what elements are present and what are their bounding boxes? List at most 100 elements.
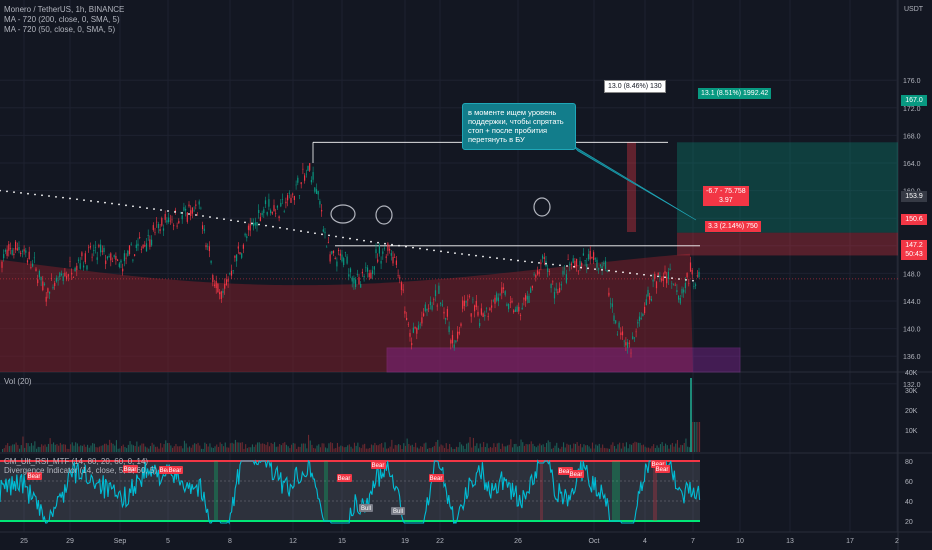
volume-bar	[591, 442, 593, 452]
volume-bar	[651, 446, 653, 452]
candle	[628, 342, 630, 344]
candle	[261, 212, 263, 216]
volume-bar	[32, 445, 34, 452]
volume-bar	[282, 443, 284, 452]
candle	[368, 273, 370, 278]
volume-bar	[668, 448, 670, 452]
candle	[225, 279, 227, 285]
time-tick-2: Sep	[114, 538, 127, 545]
volume-bar	[134, 446, 136, 452]
volume-bar	[510, 439, 512, 452]
volume-bar	[697, 422, 699, 452]
volume-bar	[63, 444, 65, 452]
ma-dot	[174, 211, 176, 213]
volume-bar	[428, 447, 430, 452]
candle	[205, 245, 207, 248]
candle	[220, 291, 222, 299]
candle	[377, 259, 379, 262]
ma200-legend[interactable]: MA - 720 (200, close, 0, SMA, 5)	[4, 15, 120, 24]
volume-bar	[58, 445, 60, 452]
candle	[406, 317, 408, 321]
candle	[516, 306, 518, 312]
volume-bar	[455, 446, 457, 452]
volume-bar	[229, 443, 231, 452]
candle	[509, 301, 511, 303]
candle	[128, 245, 131, 255]
support-zone[interactable]	[386, 347, 741, 373]
candle	[511, 300, 513, 303]
stop-zone[interactable]	[677, 232, 898, 256]
volume-bar	[248, 447, 250, 452]
time-tick-6: 15	[338, 538, 346, 545]
volume-bar	[523, 445, 525, 452]
rsi-legend[interactable]: CM_Ult_RSI_MTF (14, 80, 20, 60, 0, 14)	[4, 457, 149, 466]
candle	[287, 195, 289, 201]
measure-bar	[627, 142, 636, 232]
bear-tag	[371, 461, 386, 469]
volume-bar	[36, 448, 38, 452]
touch-circle[interactable]	[375, 205, 393, 225]
volume-bar	[114, 445, 116, 452]
ma-dot	[643, 273, 645, 276]
candle	[608, 292, 610, 296]
volume-bar	[552, 447, 554, 452]
rsi-line	[0, 459, 701, 525]
candle	[305, 173, 307, 175]
volume-bar	[551, 448, 553, 452]
annotation-note[interactable]: в моменте ищем уровень поддержки, чтобы …	[462, 103, 576, 150]
candle	[523, 298, 525, 300]
volume-bar	[665, 443, 667, 452]
ma50-legend[interactable]: MA - 720 (50, close, 0, SMA, 5)	[4, 25, 116, 34]
volume-bar	[661, 442, 663, 452]
candle	[127, 250, 129, 256]
time-tick-8: 22	[436, 538, 444, 545]
volume-bar	[415, 442, 417, 452]
volume-bar	[7, 443, 9, 452]
touch-circle[interactable]	[533, 197, 551, 217]
ma-dot	[433, 249, 435, 252]
volume-bar	[360, 448, 362, 452]
volume-bar	[61, 444, 63, 452]
volume-bar	[194, 443, 196, 452]
touch-circle[interactable]	[330, 204, 356, 224]
candle	[678, 295, 680, 300]
candle	[654, 273, 656, 279]
volume-bar	[687, 446, 689, 452]
candle	[615, 320, 617, 324]
volume-bar	[576, 442, 578, 452]
candle	[145, 243, 148, 252]
candle	[356, 274, 358, 275]
volume-bar	[693, 422, 695, 452]
candle	[363, 275, 365, 278]
candle	[635, 331, 637, 333]
volume-bar	[394, 444, 396, 452]
volume-bar	[71, 442, 73, 452]
candle	[674, 284, 676, 286]
candle	[283, 211, 285, 212]
volume-bar	[110, 442, 112, 452]
volume-bar	[377, 445, 379, 452]
candle	[98, 245, 100, 247]
ma-dot	[237, 220, 239, 223]
candle	[115, 256, 117, 260]
volume-legend[interactable]: Vol (20)	[4, 377, 32, 386]
volume-bar	[433, 445, 435, 452]
price-tick-0: 176.0	[903, 78, 921, 85]
time-tick-15: 17	[846, 538, 854, 545]
candle	[84, 253, 86, 263]
volume-bar	[234, 439, 236, 452]
volume-bar	[294, 443, 296, 452]
candle	[298, 195, 301, 196]
symbol-legend[interactable]: Monero / TetherUS, 1h, BINANCE	[4, 5, 125, 14]
volume-bar	[270, 442, 272, 452]
volume-bar	[506, 445, 508, 452]
candle	[400, 282, 403, 290]
volume-bar	[95, 447, 97, 452]
candle	[54, 282, 56, 287]
ma-dot	[27, 192, 29, 195]
candle	[229, 273, 231, 275]
divergence-legend[interactable]: Divergence Indicator (14, close, 5, 5, 6…	[4, 466, 157, 475]
candle	[88, 247, 90, 249]
ma-dot	[615, 270, 617, 273]
